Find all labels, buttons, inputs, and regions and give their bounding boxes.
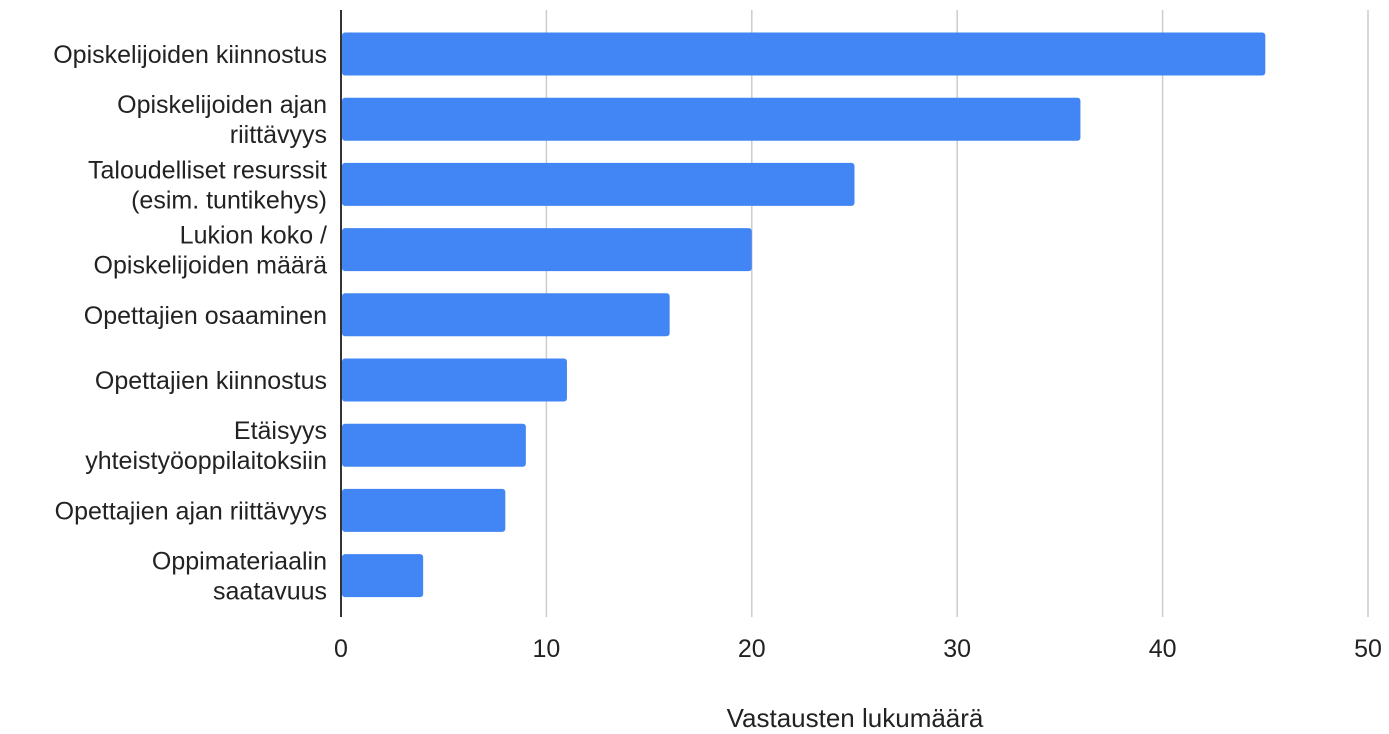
category-label: (esim. tuntikehys) [131, 186, 327, 214]
bar [342, 554, 424, 598]
bar [342, 423, 526, 467]
category-labels: Opiskelijoiden kiinnostus Opiskelijoiden … [53, 41, 327, 606]
bars [342, 32, 1266, 598]
category-label: Etäisyys [234, 417, 327, 445]
category-label: Opettajien ajan riittävyys [55, 497, 327, 525]
category-label: yhteistyöoppilaitoksiin [85, 447, 327, 475]
bar [342, 162, 855, 206]
x-tick-label: 0 [334, 635, 348, 663]
bar [342, 293, 670, 337]
x-tick-label: 20 [738, 635, 766, 663]
x-tick-label: 10 [532, 635, 560, 663]
bar [342, 488, 506, 532]
category-label: Opiskelijoiden määrä [94, 252, 328, 280]
category-label: Opettajien kiinnostus [95, 367, 327, 395]
category-label: Oppimateriaalin [152, 548, 327, 576]
category-label: Opiskelijoiden ajan [117, 91, 327, 119]
bar [342, 97, 1081, 141]
bar [342, 32, 1266, 76]
category-label: saatavuus [213, 578, 327, 606]
bar [342, 358, 567, 402]
bar [342, 228, 752, 272]
category-label: Opiskelijoiden kiinnostus [53, 41, 327, 69]
category-label: riittävyys [230, 121, 327, 149]
x-tick-labels: 0 10 20 30 40 50 [334, 635, 1382, 663]
x-tick-label: 30 [943, 635, 971, 663]
category-label: Taloudelliset resurssit [88, 156, 327, 184]
category-label: Lukion koko / [180, 222, 327, 250]
category-label: Opettajien osaaminen [84, 302, 327, 330]
x-axis-title: Vastausten lukumäärä [727, 703, 984, 733]
x-tick-label: 40 [1149, 635, 1177, 663]
x-tick-label: 50 [1354, 635, 1382, 663]
